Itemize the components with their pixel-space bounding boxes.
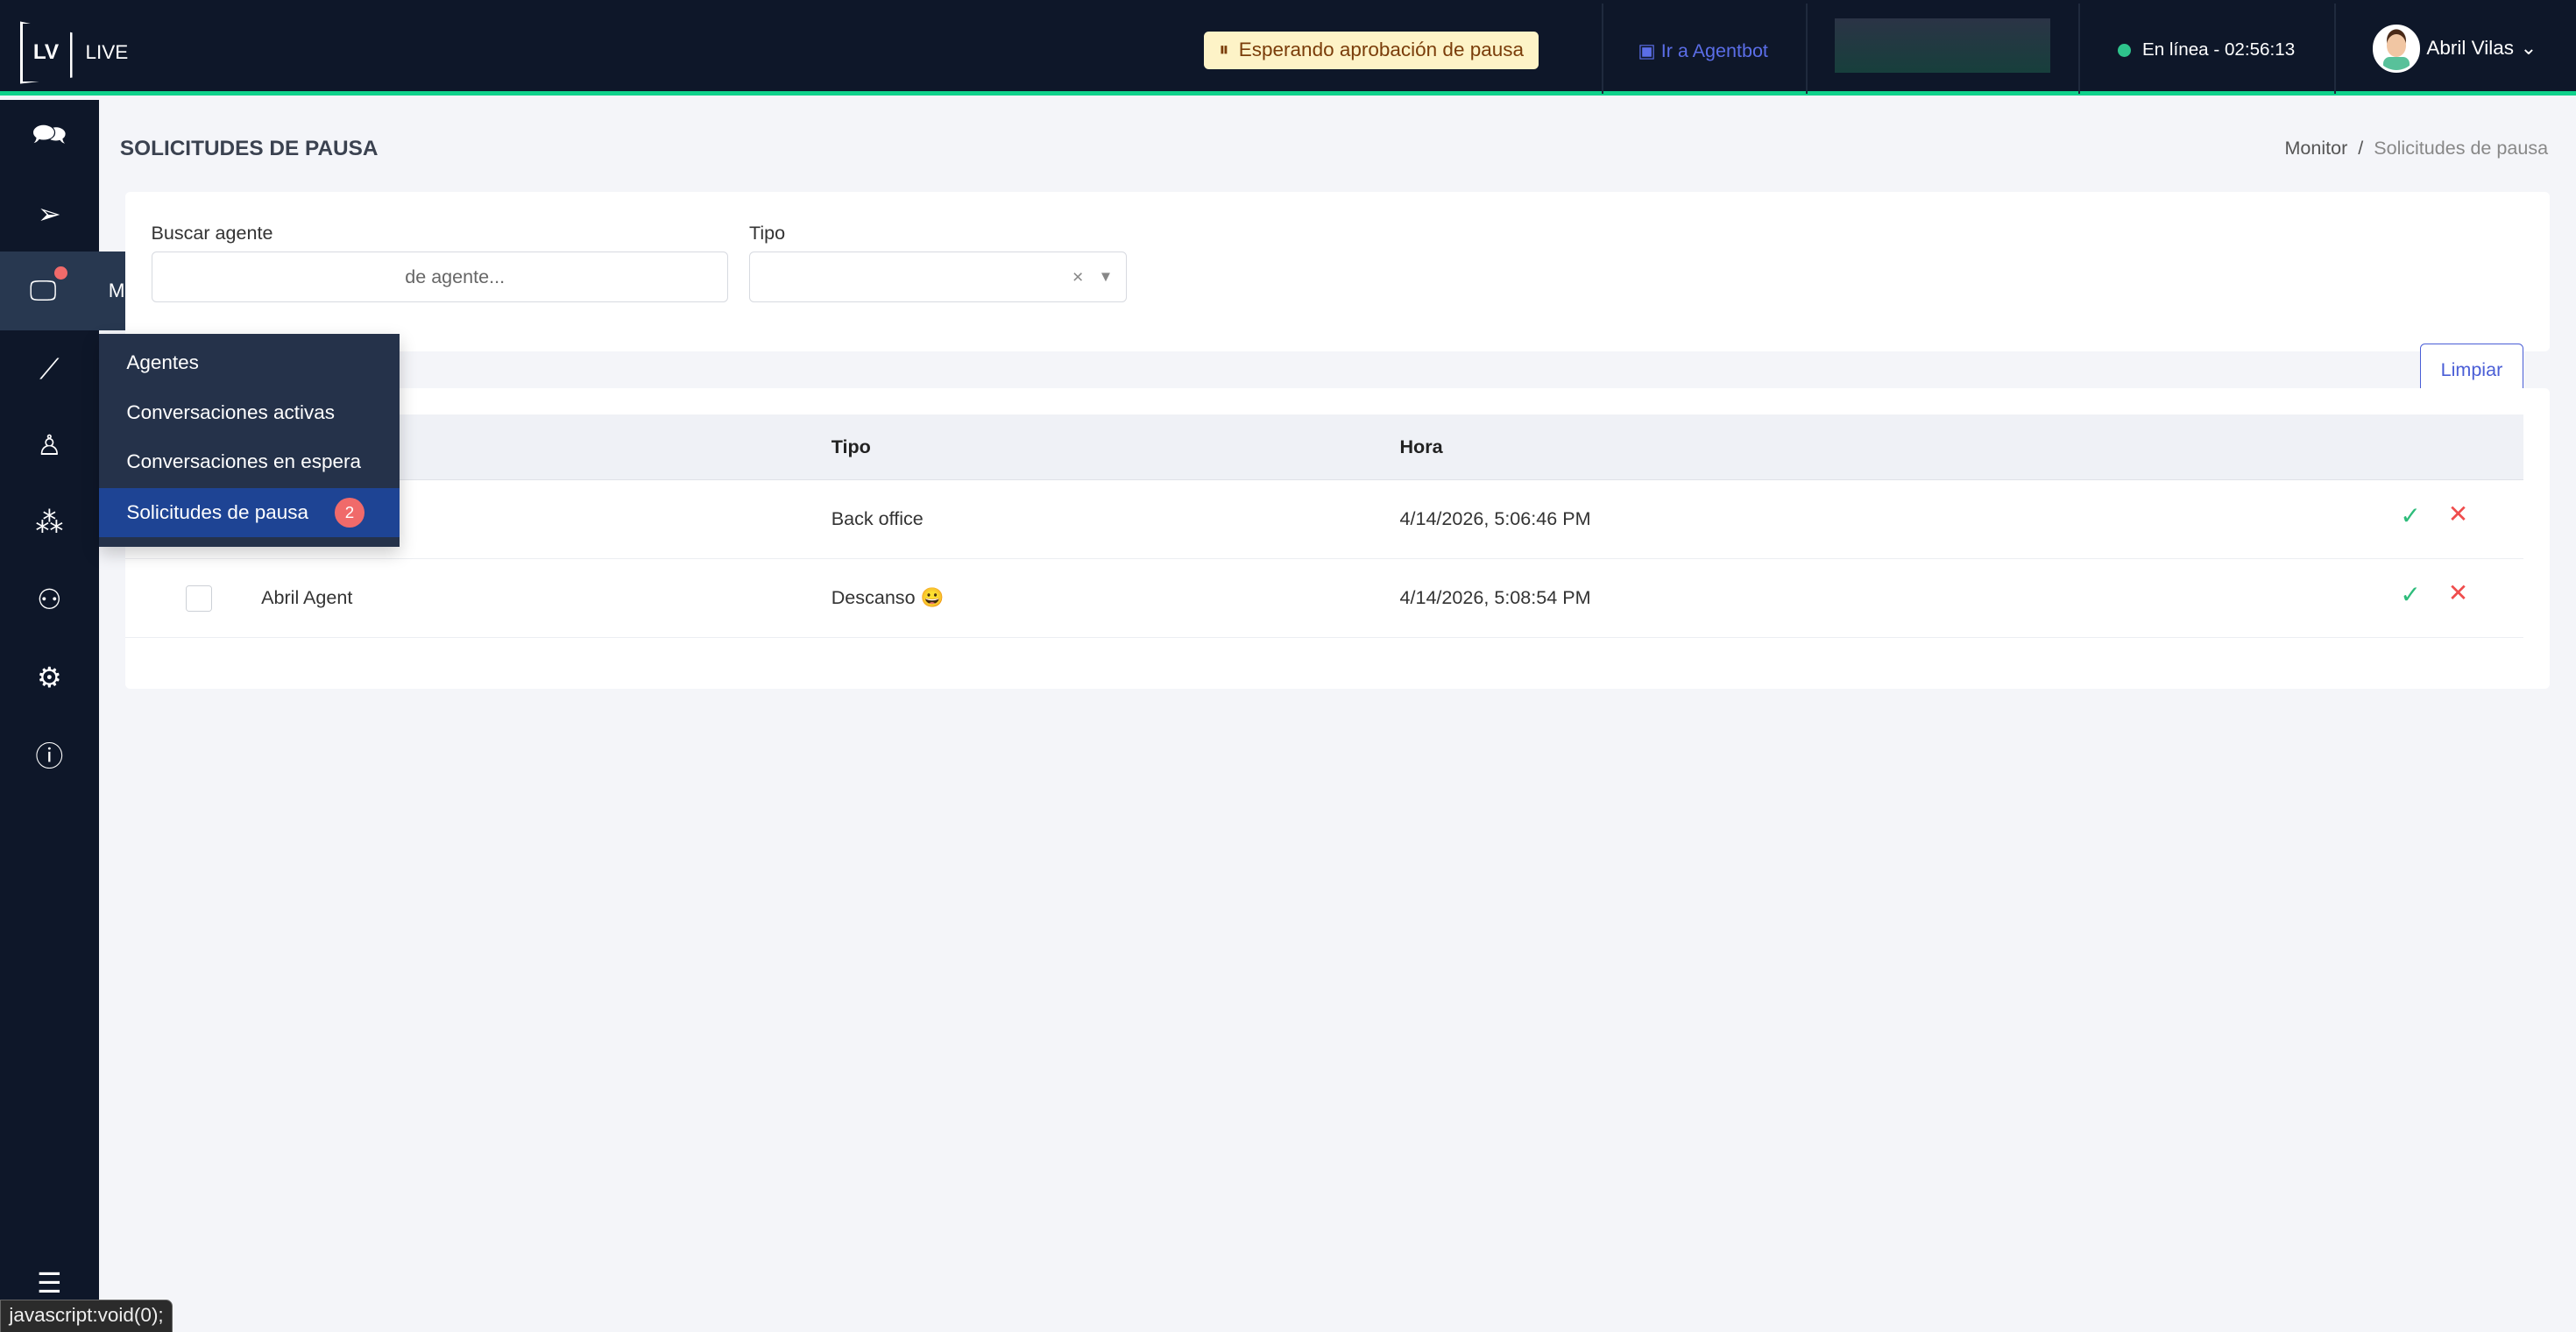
online-status[interactable]: En línea - 02:56:13: [2117, 39, 2296, 60]
table-row: Abril Agent Descanso 😀 4/14/2026, 5:08:5…: [124, 559, 2523, 638]
table-header: Tipo Hora: [124, 414, 2523, 480]
pause-status-badge: ⏸ Esperando aprobación de pausa: [1204, 31, 1539, 69]
search-input[interactable]: de agente...: [151, 251, 728, 302]
user-menu[interactable]: Abril Vilas ⌄: [2372, 25, 2537, 73]
notification-dot: [53, 266, 67, 280]
monitor-icon: 🖵: [29, 273, 57, 306]
pause-icon: ⏸: [1219, 39, 1229, 61]
conversations-icon[interactable]: 🗪: [32, 117, 67, 150]
submenu-solicitudes-de-pausa[interactable]: Solicitudes de pausa 2: [98, 487, 400, 538]
collapse-menu-icon[interactable]: ☰: [36, 1267, 62, 1300]
header-tipo: Tipo: [831, 435, 871, 457]
request-time: 4/14/2026, 5:06:46 PM: [1399, 507, 1591, 530]
breadcrumb-current: Solicitudes de pausa: [2374, 136, 2549, 159]
logo-text: LIVE: [85, 41, 129, 63]
submenu-label: Solicitudes de pausa: [126, 501, 309, 523]
approve-check-icon[interactable]: ✓: [2400, 580, 2421, 608]
agentbot-label: Ir a Agentbot: [1660, 39, 1768, 61]
breadcrumb: Monitor / Solicitudes de pausa: [2284, 136, 2549, 159]
reject-x-icon[interactable]: ✕: [2447, 500, 2469, 528]
search-placeholder: de agente...: [405, 265, 506, 287]
chevron-down-icon: ⌄: [2520, 37, 2537, 60]
gear-icon[interactable]: ⚙: [36, 661, 62, 693]
submenu-label: Conversaciones activas: [126, 400, 335, 423]
row-checkbox[interactable]: [185, 585, 212, 612]
approve-check-icon[interactable]: ✓: [2400, 501, 2421, 529]
submenu-label: Agentes: [126, 351, 199, 374]
type-label: Tipo: [749, 222, 786, 244]
page-title: SOLICITUDES DE PAUSA: [119, 136, 379, 160]
filters-card: Buscar agente de agente... Tipo × ▼ Limpi…: [124, 192, 2550, 396]
online-dot-icon: [2117, 43, 2131, 57]
count-badge: 2: [335, 498, 364, 528]
submenu-conversaciones-en-espera[interactable]: Conversaciones en espera: [99, 437, 400, 486]
type-select[interactable]: × ▼: [749, 251, 1128, 302]
breadcrumb-monitor[interactable]: Monitor: [2284, 136, 2348, 159]
send-icon[interactable]: ➢: [37, 197, 61, 230]
bot-icon: ▣: [1638, 39, 1656, 61]
request-time: 4/14/2026, 5:08:54 PM: [1399, 586, 1591, 609]
submenu-conversaciones-activas[interactable]: Conversaciones activas: [99, 388, 400, 437]
table-row: Back office 4/14/2026, 5:06:46 PM ✓ ✕: [124, 480, 2523, 559]
agentbot-link[interactable]: ▣ Ir a Agentbot: [1638, 39, 1768, 62]
groups-icon[interactable]: ⁂: [35, 507, 64, 539]
user-name: Abril Vilas: [2426, 37, 2514, 60]
user-icon[interactable]: ♙: [36, 429, 62, 462]
agent-name: Abril Agent: [261, 586, 353, 609]
team-icon[interactable]: ⚇: [36, 584, 62, 616]
monitor-submenu: Agentes Conversaciones activas Conversac…: [98, 333, 400, 548]
chevron-down-icon[interactable]: ▼: [1098, 267, 1114, 285]
main-content: SOLICITUDES DE PAUSA Monitor / Solicitud…: [99, 100, 2576, 1332]
submenu-label: Conversaciones en espera: [126, 450, 362, 472]
analytics-icon[interactable]: ⟋: [39, 352, 60, 385]
help-icon[interactable]: ⓘ: [35, 740, 64, 772]
top-bar: LV LIVE ⏸ Esperando aprobación de pausa ▣…: [0, 0, 2576, 96]
search-label: Buscar agente: [151, 222, 273, 244]
sidebar: 🗪 ➢ 🖵Monitor ⟋ ♙ ⁂ ⚇ ⚙ ⓘ ☰: [0, 100, 400, 1332]
logo[interactable]: LV LIVE: [19, 21, 129, 84]
header-hora: Hora: [1399, 435, 1443, 457]
clear-icon[interactable]: ×: [1072, 265, 1084, 287]
status-bar-url: javascript:void(0);: [0, 1300, 173, 1332]
avatar: [2372, 25, 2420, 73]
reject-x-icon[interactable]: ✕: [2447, 579, 2469, 606]
header-widget: [1835, 18, 2050, 73]
submenu-agentes[interactable]: Agentes: [99, 338, 400, 387]
pause-status-text: Esperando aprobación de pausa: [1238, 39, 1525, 61]
online-status-text: En línea - 02:56:13: [2142, 39, 2296, 60]
pause-type: Back office: [831, 507, 924, 530]
pause-type: Descanso 😀: [831, 586, 945, 609]
logo-mark: LV: [19, 21, 73, 84]
